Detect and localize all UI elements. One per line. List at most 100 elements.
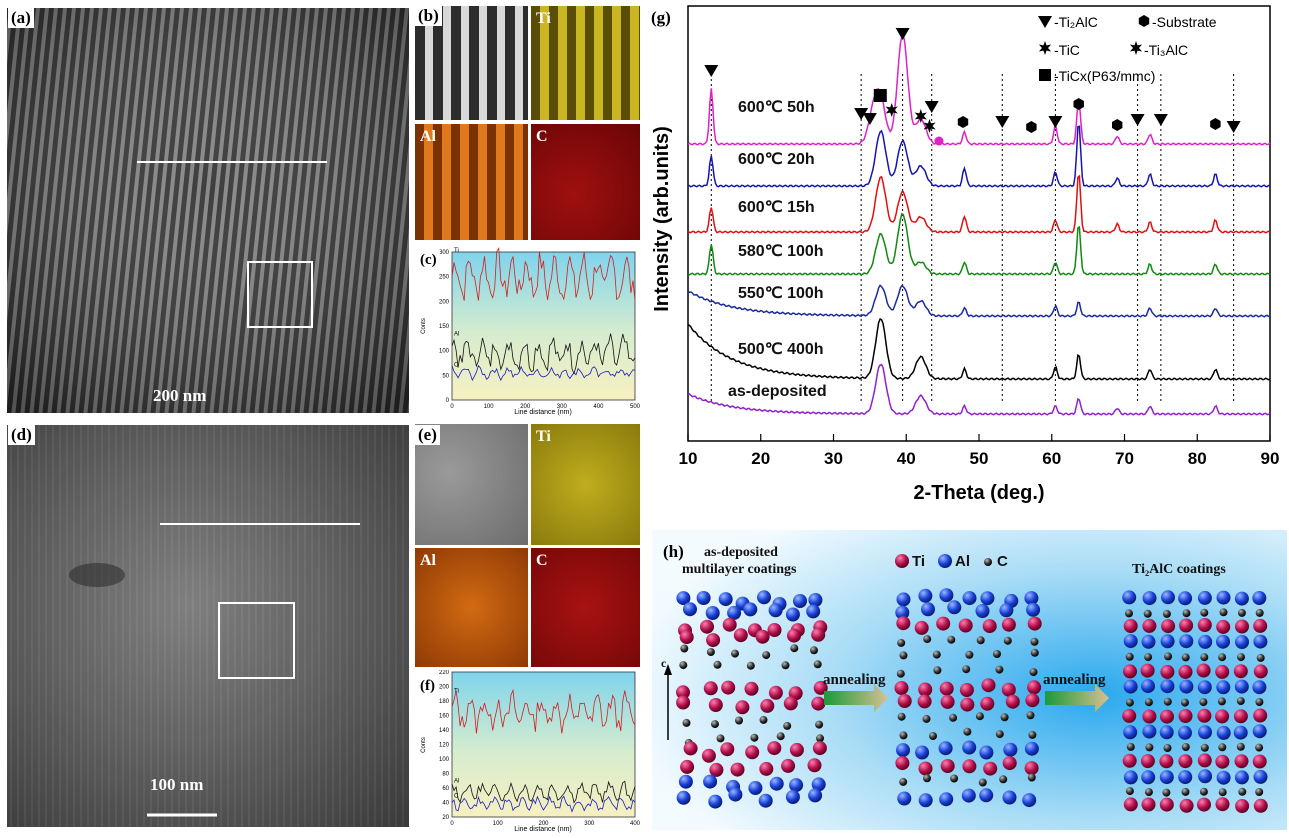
map-label-c-b: C — [536, 128, 548, 145]
atom-al — [961, 788, 976, 803]
substrate-marker — [1026, 121, 1037, 133]
linescan-f-series-label-al: Al — [454, 779, 459, 785]
atom-ti — [721, 680, 736, 695]
atom-ti — [982, 619, 997, 634]
atom-ti — [1215, 754, 1230, 769]
atom-c — [1026, 711, 1035, 720]
atom-c — [975, 712, 984, 721]
xrd-series-label: 600℃ 15h — [738, 199, 815, 216]
atom-c — [899, 651, 908, 660]
eds-map-ti-b: Ti — [531, 6, 640, 120]
linescan-chart-c: Ti Al C 0 100 200 300 400 500 0 50 100 150 200 250 300… — [421, 247, 641, 416]
atom-ti — [1253, 618, 1268, 633]
atom-c — [1125, 609, 1133, 618]
xrd-series-label: 550℃ 100h — [738, 285, 824, 302]
atom-ti — [787, 628, 801, 643]
sem-image-d: 100 nm — [7, 425, 409, 827]
atom-ti — [1001, 682, 1016, 697]
atom-al — [1235, 635, 1249, 649]
atom-al — [1123, 725, 1138, 740]
linescan-c-series-c — [451, 364, 636, 382]
xrd-chart: 10 20 30 40 50 60 70 80 90 -Ti₂AlC -Substrate -TiC… — [651, 5, 1279, 504]
xrd-series-label: 500℃ 400h — [738, 341, 824, 358]
linescan-c-ytick: 150 — [439, 324, 450, 330]
panel-label-f: (f) — [417, 676, 438, 696]
atom-c — [1218, 743, 1227, 752]
linescan-c: Ti Al C 0 100 200 300 400 500 0 50 100 150 200 250 300… — [415, 244, 641, 416]
atom-ti — [1253, 708, 1268, 723]
atom-ti — [759, 761, 774, 776]
atom-al — [938, 741, 953, 756]
atom-al — [1141, 679, 1155, 694]
atom-c — [735, 716, 743, 725]
atom-al — [918, 793, 933, 808]
atom-al — [1216, 634, 1230, 649]
atom-al — [895, 605, 910, 620]
atom-ti — [781, 758, 796, 773]
linescan-f-ytick: 120 — [439, 743, 450, 749]
linescan-f-ytick: 200 — [439, 685, 450, 691]
atom-c — [813, 660, 822, 669]
atom-al — [793, 594, 807, 608]
substrate-marker — [1073, 98, 1084, 110]
atom-al — [1141, 634, 1156, 649]
atom-al — [808, 593, 823, 607]
atom-c — [1000, 713, 1009, 722]
panel-label-d: (d) — [8, 425, 35, 445]
atom-al — [1253, 634, 1268, 649]
atom-c — [1236, 742, 1245, 751]
atom-ti — [730, 762, 745, 777]
atom-al — [728, 787, 743, 802]
atom-ti — [918, 761, 933, 776]
atom-c — [816, 734, 824, 743]
schematic-svg: annealing annealing c as-deposited multi… — [652, 530, 1287, 830]
linescan-f-ytick: 220 — [439, 670, 450, 676]
c-axis-label: c — [661, 656, 667, 670]
atom-c — [1182, 609, 1191, 618]
xrd-xlabel: 2-Theta (deg.) — [913, 482, 1044, 504]
atom-al — [915, 745, 930, 760]
atom-al — [939, 588, 954, 603]
ti2alc-marker — [1153, 114, 1168, 126]
atom-al — [748, 781, 763, 795]
legend-ticx-icon — [1039, 69, 1051, 81]
linescan-f-xtick: 100 — [493, 821, 504, 827]
atom-al — [896, 743, 910, 758]
atom-c — [1163, 744, 1172, 752]
linescan-c-ytick: 50 — [442, 373, 449, 379]
atom-ti — [959, 683, 974, 697]
atom-ti — [1141, 797, 1156, 812]
atom-ti — [1123, 797, 1138, 812]
left-title-2: multilayer coatings — [682, 562, 797, 577]
atom-c — [962, 665, 971, 674]
xrd-xtick-label: 40 — [897, 449, 916, 468]
atom-ti — [1140, 754, 1155, 769]
atom-ti — [1142, 618, 1157, 633]
linescan-f-ytick: 160 — [439, 714, 450, 720]
atom-al — [1123, 634, 1138, 649]
legend-ticx-label: -TiCx(P63/mmc) — [1054, 68, 1155, 84]
atom-al — [1197, 680, 1212, 695]
atom-c — [965, 650, 974, 659]
atom-ti — [1005, 694, 1020, 709]
atom-ti — [760, 698, 775, 713]
substrate-marker — [1112, 119, 1123, 131]
substrate-marker — [957, 116, 969, 128]
atom-al — [743, 602, 758, 617]
atom-ti — [708, 698, 723, 712]
eds-map-c-e: C — [531, 548, 640, 667]
ti2alc-marker — [704, 65, 719, 77]
atom-al — [768, 603, 783, 618]
atom-al — [1024, 591, 1039, 606]
annealing-arrow-2 — [1045, 684, 1109, 712]
scale-label-d: 100 nm — [150, 775, 204, 794]
atom-c — [1125, 652, 1134, 661]
xrd-ylabel: Intensity (arb.units) — [651, 126, 673, 312]
atom-c — [762, 651, 771, 660]
atom-ti — [745, 745, 760, 760]
atom-c — [897, 638, 906, 647]
atom-ti — [1123, 619, 1138, 633]
legend-al-atom — [938, 554, 952, 568]
linescan-f-ytick: 180 — [439, 699, 450, 705]
atom-ti — [895, 756, 910, 771]
